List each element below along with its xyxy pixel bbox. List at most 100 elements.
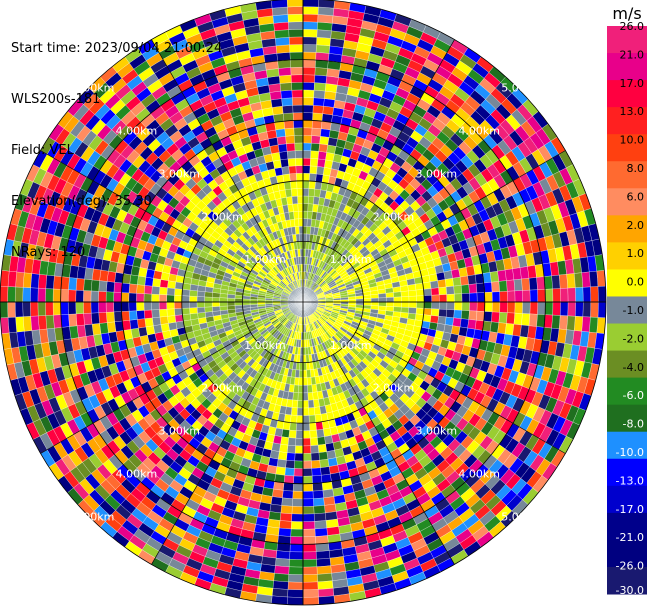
range-gate	[289, 37, 303, 45]
range-gate	[318, 0, 334, 8]
range-gate	[174, 308, 182, 315]
range-gate	[447, 294, 455, 302]
range-gate	[303, 438, 311, 446]
range-gate	[0, 286, 8, 302]
range-gate	[409, 302, 417, 308]
range-gate	[313, 98, 324, 106]
range-gate	[91, 302, 99, 313]
range-gate	[408, 284, 416, 291]
range-gate	[294, 135, 303, 143]
range-gate	[386, 297, 394, 302]
range-gate	[189, 302, 197, 308]
range-gate	[446, 286, 454, 294]
range-gate	[318, 151, 327, 160]
range-gate	[303, 173, 310, 181]
range-gate	[315, 67, 328, 75]
range-gate	[574, 273, 583, 288]
range-gate	[283, 174, 290, 182]
range-gate	[277, 543, 290, 552]
range-gate	[227, 298, 235, 302]
range-gate	[521, 278, 529, 290]
range-gate	[476, 311, 484, 321]
range-gate	[293, 392, 299, 400]
range-gate	[303, 529, 315, 537]
range-gate	[560, 302, 568, 316]
range-gate	[438, 279, 446, 287]
range-gate	[529, 277, 537, 290]
range-gate	[468, 319, 477, 329]
range-gate	[15, 302, 23, 317]
range-gate	[461, 310, 469, 319]
range-gate	[303, 567, 317, 575]
range-gate	[394, 297, 402, 302]
range-gate	[453, 277, 462, 286]
range-gate	[68, 314, 76, 327]
range-gate	[314, 505, 325, 513]
ring-label: 1.00km	[244, 253, 286, 266]
range-gate	[303, 60, 316, 68]
range-gate	[492, 302, 500, 312]
range-gate	[167, 295, 175, 302]
range-gate	[559, 315, 568, 329]
range-gate	[311, 136, 320, 144]
range-gate	[288, 204, 294, 212]
range-gate	[314, 75, 326, 83]
range-gate	[271, 497, 282, 506]
range-gate	[308, 392, 314, 400]
range-gate	[212, 297, 220, 302]
range-gate	[190, 313, 198, 320]
range-gate	[284, 181, 291, 189]
colorbar-tick-label: 13.0	[620, 105, 645, 118]
range-gate	[430, 281, 438, 289]
range-gate	[469, 284, 477, 293]
range-gate	[303, 196, 309, 204]
range-gate	[313, 483, 323, 491]
range-gate	[477, 292, 485, 302]
range-gate	[310, 438, 318, 446]
range-gate	[153, 325, 162, 334]
range-gate	[306, 362, 310, 370]
range-gate	[297, 415, 303, 423]
range-gate	[38, 302, 46, 316]
range-gate	[274, 566, 289, 575]
field-text: Field: VEL	[11, 142, 222, 159]
range-gate	[439, 287, 447, 295]
range-gate	[462, 293, 470, 302]
range-gate	[307, 370, 311, 378]
range-gate	[317, 159, 325, 167]
range-gate	[303, 476, 313, 484]
range-gate	[303, 582, 318, 590]
range-gate	[568, 302, 576, 316]
range-gate	[303, 506, 314, 514]
range-gate	[386, 292, 394, 297]
range-gate	[498, 323, 507, 334]
range-gate	[291, 75, 303, 83]
range-gate	[297, 196, 303, 204]
range-gate	[313, 113, 323, 121]
range-gate	[310, 158, 318, 166]
range-gate	[303, 597, 319, 605]
range-gate	[324, 99, 335, 108]
range-gate	[445, 317, 454, 326]
range-gate	[454, 310, 462, 319]
range-gate	[280, 513, 292, 521]
range-gate	[311, 151, 319, 159]
range-gate	[589, 271, 598, 287]
colorbar-tick-label: -8.0	[623, 418, 644, 431]
range-gate	[270, 91, 282, 100]
range-gate	[309, 189, 315, 197]
range-gate	[506, 313, 514, 324]
range-gate	[317, 30, 332, 39]
range-gate	[314, 407, 321, 415]
range-gate	[220, 306, 228, 311]
range-gate	[432, 302, 440, 309]
range-gate	[363, 295, 371, 299]
range-gate	[431, 288, 439, 296]
range-gate	[137, 319, 146, 328]
range-gate	[278, 60, 291, 69]
range-gate	[290, 544, 303, 552]
range-gate	[316, 37, 330, 46]
range-gate	[303, 67, 315, 75]
range-gate	[98, 302, 106, 313]
range-gate	[272, 152, 281, 161]
